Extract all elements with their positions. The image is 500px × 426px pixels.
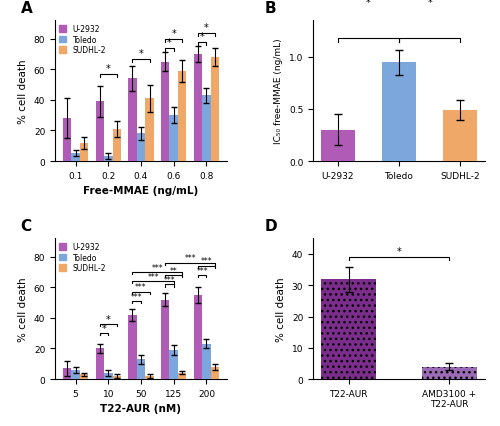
Text: *: * bbox=[428, 0, 432, 8]
Bar bbox=[63, 119, 72, 161]
X-axis label: T22-AUR (nM): T22-AUR (nM) bbox=[100, 403, 182, 413]
Text: A: A bbox=[20, 1, 32, 16]
Bar bbox=[63, 368, 72, 379]
Bar bbox=[422, 367, 477, 379]
Y-axis label: % cell death: % cell death bbox=[18, 277, 28, 341]
Text: *: * bbox=[106, 64, 110, 74]
Bar bbox=[202, 344, 210, 379]
Bar bbox=[136, 359, 145, 379]
Text: *: * bbox=[396, 247, 402, 256]
Bar bbox=[80, 143, 88, 161]
Bar bbox=[210, 367, 219, 379]
Text: *: * bbox=[204, 23, 209, 33]
Text: *: * bbox=[366, 0, 370, 8]
Bar bbox=[444, 111, 477, 161]
Bar bbox=[178, 373, 186, 379]
Bar bbox=[210, 58, 219, 161]
Bar bbox=[178, 72, 186, 161]
Text: ***: *** bbox=[164, 275, 175, 284]
Bar bbox=[112, 130, 121, 161]
Bar bbox=[146, 99, 154, 161]
Text: *: * bbox=[200, 32, 204, 42]
Y-axis label: % cell death: % cell death bbox=[276, 277, 286, 341]
Text: **: ** bbox=[170, 266, 177, 275]
Text: B: B bbox=[265, 1, 276, 16]
Text: *: * bbox=[172, 29, 176, 39]
Bar bbox=[146, 376, 154, 379]
Bar bbox=[161, 63, 170, 161]
Legend: U-2932, Toledo, SUDHL-2: U-2932, Toledo, SUDHL-2 bbox=[59, 25, 106, 55]
Bar bbox=[128, 79, 136, 161]
Text: ***: *** bbox=[152, 263, 163, 272]
Bar bbox=[128, 315, 136, 379]
Text: C: C bbox=[20, 219, 32, 233]
Bar bbox=[321, 130, 354, 161]
Text: D: D bbox=[265, 219, 278, 233]
Text: ***: *** bbox=[131, 292, 142, 301]
Text: *: * bbox=[102, 323, 106, 333]
Y-axis label: % cell death: % cell death bbox=[18, 59, 28, 124]
Text: ***: *** bbox=[200, 257, 212, 266]
Bar bbox=[72, 370, 80, 379]
Bar bbox=[72, 154, 80, 161]
Bar bbox=[104, 373, 112, 379]
Bar bbox=[202, 96, 210, 161]
Bar bbox=[112, 376, 121, 379]
Bar bbox=[170, 350, 178, 379]
Bar bbox=[80, 374, 88, 379]
Text: *: * bbox=[138, 49, 143, 59]
Bar bbox=[194, 55, 202, 161]
Text: *: * bbox=[106, 314, 110, 324]
Bar bbox=[96, 102, 104, 161]
Text: ***: *** bbox=[184, 254, 196, 263]
Bar bbox=[96, 348, 104, 379]
Bar bbox=[382, 63, 416, 161]
Text: ***: *** bbox=[196, 266, 208, 275]
Bar bbox=[170, 116, 178, 161]
Text: ***: *** bbox=[135, 283, 147, 292]
Text: ***: *** bbox=[148, 272, 159, 281]
Bar bbox=[104, 157, 112, 161]
Bar bbox=[136, 134, 145, 161]
Text: *: * bbox=[167, 38, 172, 48]
Bar bbox=[161, 300, 170, 379]
X-axis label: Free-MMAE (ng/mL): Free-MMAE (ng/mL) bbox=[84, 186, 198, 196]
Bar bbox=[194, 295, 202, 379]
Bar bbox=[321, 279, 376, 379]
Legend: U-2932, Toledo, SUDHL-2: U-2932, Toledo, SUDHL-2 bbox=[59, 243, 106, 273]
Y-axis label: IC₅₀ free-MMAE (ng/mL): IC₅₀ free-MMAE (ng/mL) bbox=[274, 39, 283, 144]
